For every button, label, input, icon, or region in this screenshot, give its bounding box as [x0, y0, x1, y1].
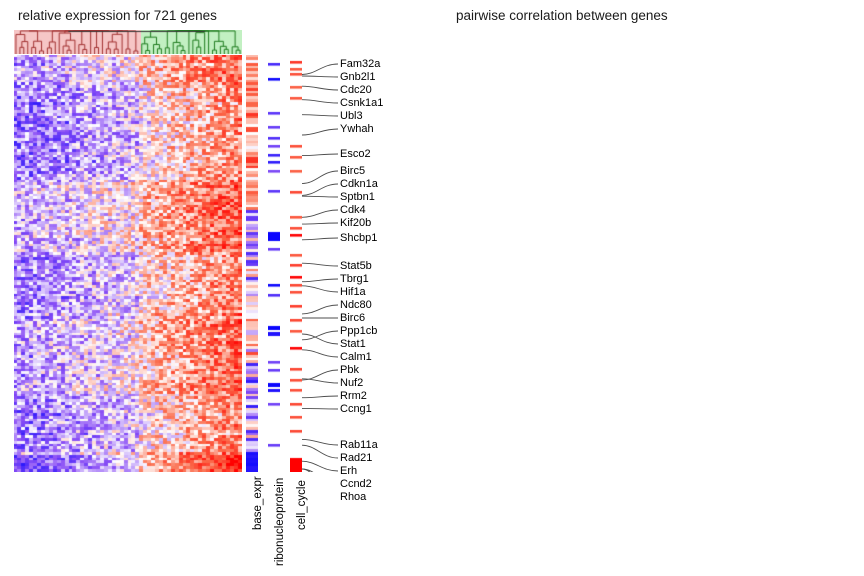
gene-label: Cdkn1a — [340, 178, 378, 190]
gene-label: Cdk4 — [340, 204, 366, 216]
correlation-panel-title: pairwise correlation between genes — [456, 8, 668, 23]
gene-label: Ndc80 — [340, 299, 372, 311]
gene-label: Nuf2 — [340, 377, 364, 389]
gene-label: Stat5b — [340, 260, 372, 272]
expression-panel-title: relative expression for 721 genes — [18, 8, 217, 23]
gene-label: Gnb2l1 — [340, 71, 376, 83]
gene-label: Rrm2 — [340, 390, 367, 402]
gene-label: Rhoa — [340, 491, 367, 503]
annotation-label-ribonucleoprotein: ribonucleoprotein — [274, 477, 286, 566]
gene-label: Birc6 — [340, 312, 366, 324]
gene-label-callouts: Fam32a Gnb2l1 Cdc20 Csnk1a1 Ubl3 Ywhah Esco2 Bi… — [302, 55, 384, 503]
gene-label: Esco2 — [340, 148, 371, 160]
gene-label: Rad21 — [340, 452, 373, 464]
gene-label: Csnk1a1 — [340, 97, 384, 109]
gene-label: Ywhah — [340, 123, 374, 135]
gene-label: Ubl3 — [340, 110, 363, 122]
gene-label: Pbk — [340, 364, 359, 376]
gene-label: Birc5 — [340, 165, 366, 177]
annotation-column-base-expr[interactable] — [246, 55, 258, 472]
annotation-column-cell-cycle[interactable] — [290, 55, 302, 472]
expression-column-dendrogram — [14, 30, 242, 54]
gene-label: Shcbp1 — [340, 232, 378, 244]
gene-label: Cdc20 — [340, 84, 372, 96]
expression-heatmap[interactable] — [14, 55, 242, 472]
gene-label: Kif20b — [340, 217, 372, 229]
gene-label: Erh — [340, 465, 358, 477]
gene-label: Fam32a — [340, 58, 381, 70]
gene-label: Ppp1cb — [340, 325, 378, 337]
gene-label: Stat1 — [340, 338, 366, 350]
correlation-row-dendrogram — [764, 55, 800, 472]
gene-label: Ccng1 — [340, 403, 372, 415]
gene-label: Sptbn1 — [340, 191, 375, 203]
annotation-column-ribonucleoprotein[interactable] — [268, 55, 280, 472]
gene-label: Hif1a — [340, 286, 366, 298]
gene-label: Rab11a — [340, 439, 378, 451]
correlation-heatmap[interactable] — [386, 55, 763, 472]
annotation-label-base-expr: base_expr — [252, 476, 264, 530]
gene-label: Tbrg1 — [340, 273, 369, 285]
annotation-label-cell-cycle: cell_cycle — [296, 480, 308, 530]
gene-label: Calm1 — [340, 351, 372, 363]
gene-label: Ccnd2 — [340, 478, 372, 490]
